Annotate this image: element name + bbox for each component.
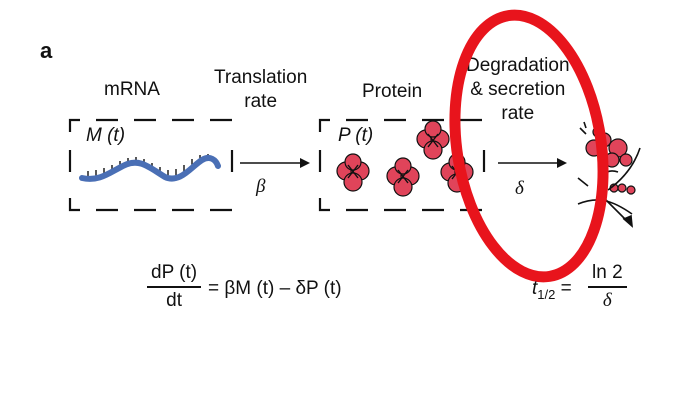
- rate-equation-denominator: dt: [166, 290, 182, 311]
- panel-label: a: [40, 38, 53, 63]
- delta-symbol: δ: [515, 178, 524, 199]
- degradation-label-line3: rate: [501, 103, 535, 124]
- degradation-label-line2: & secretion: [470, 79, 566, 100]
- half-life-denominator: δ: [602, 290, 612, 311]
- mrna-wave: [79, 154, 221, 182]
- half-life-lhs: t1/2 =: [532, 278, 572, 302]
- mrna-title: mRNA: [104, 79, 160, 100]
- rate-equation-rhs: = βM (t) – δP (t): [208, 278, 342, 299]
- rate-equation-fraction: dP (t) dt: [147, 262, 202, 312]
- mrna-variable: M (t): [86, 125, 126, 146]
- fraction-bar: [588, 286, 627, 288]
- beta-symbol: β: [256, 176, 266, 197]
- protein-box: [318, 118, 486, 212]
- translation-arrow: [240, 158, 310, 168]
- protein-variable: P (t): [338, 125, 374, 146]
- degradation-label-line1: Degradation: [466, 55, 570, 76]
- half-life-numerator: ln 2: [592, 262, 623, 283]
- degradation-label: Degradation & secretion rate: [466, 54, 570, 126]
- degradation-marks: [577, 121, 641, 228]
- half-life-fraction: ln 2 δ: [588, 262, 627, 312]
- mrna-box: [68, 118, 234, 212]
- highlight-ellipse: [449, 9, 609, 283]
- translation-label-line2: rate: [244, 91, 278, 112]
- translation-label: Translation rate: [214, 66, 307, 114]
- half-life-t: t: [532, 278, 538, 299]
- translation-label-line1: Translation: [214, 67, 308, 88]
- degradation-arrow: [498, 158, 567, 168]
- degraded-fragments: [585, 126, 636, 195]
- half-life-subscript: 1/2: [537, 286, 556, 302]
- rate-equation-numerator: dP (t): [151, 262, 198, 283]
- protein-title: Protein: [362, 81, 423, 102]
- fraction-bar: [147, 286, 202, 288]
- half-life-equals: =: [555, 278, 572, 299]
